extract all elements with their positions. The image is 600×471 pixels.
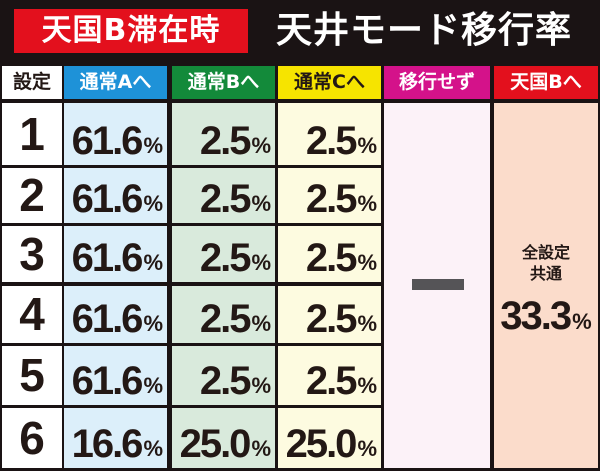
percent-sign: % bbox=[357, 373, 377, 398]
percent-sign: % bbox=[143, 373, 163, 398]
rate-cell: 61.6% bbox=[64, 346, 167, 405]
percent-sign: % bbox=[357, 191, 377, 216]
rate-cell: 2.5% bbox=[278, 226, 381, 282]
setting-number: 6 bbox=[2, 408, 62, 468]
rate-cell: 61.6% bbox=[64, 226, 167, 282]
rate-cell: 16.6% bbox=[64, 408, 167, 468]
rate-cell: 2.5% bbox=[172, 168, 275, 223]
rate-cell: 61.6% bbox=[64, 103, 167, 165]
column-header: 通常Cへ bbox=[278, 66, 381, 99]
rate-cell: 2.5% bbox=[278, 103, 381, 165]
all-settings-label: 全設定 bbox=[521, 243, 570, 262]
setting-number: 4 bbox=[2, 286, 62, 343]
column-header: 天国Bへ bbox=[494, 66, 598, 99]
dash-icon bbox=[412, 279, 464, 290]
column-header: 設定 bbox=[2, 66, 62, 99]
tengoku-b-cell bbox=[494, 103, 598, 468]
percent-sign: % bbox=[251, 191, 271, 216]
rate-value: 2.5 bbox=[305, 359, 358, 403]
column-header: 通常Bへ bbox=[172, 66, 275, 99]
setting-number: 3 bbox=[2, 226, 62, 282]
percent-sign: % bbox=[251, 373, 271, 398]
rate-cell: 61.6% bbox=[64, 286, 167, 343]
rate-cell: 61.6% bbox=[64, 168, 167, 223]
percent-sign: % bbox=[251, 436, 271, 461]
percent-sign: % bbox=[357, 436, 377, 461]
rate-value: 25.0 bbox=[179, 422, 252, 466]
rate-value: 2.5 bbox=[305, 177, 358, 221]
rate-value: 2.5 bbox=[199, 177, 252, 221]
rate-cell: 25.0% bbox=[172, 408, 275, 468]
rate-cell: 2.5% bbox=[172, 286, 275, 343]
rate-value: 61.6 bbox=[71, 359, 144, 403]
percent-sign: % bbox=[251, 133, 271, 158]
percent-sign: % bbox=[357, 250, 377, 275]
page-title: 天井モード移行率 bbox=[276, 10, 573, 51]
percent-sign: % bbox=[143, 311, 163, 336]
rate-value: 2.5 bbox=[199, 236, 252, 280]
rate-value: 61.6 bbox=[71, 177, 144, 221]
percent-sign: % bbox=[143, 436, 163, 461]
title-badge: 天国B滞在時 bbox=[14, 9, 248, 53]
column-header: 移行せず bbox=[384, 66, 490, 99]
rate-value: 61.6 bbox=[71, 236, 144, 280]
rate-value: 61.6 bbox=[71, 119, 144, 163]
percent-sign: % bbox=[143, 191, 163, 216]
rate-value: 25.0 bbox=[285, 422, 358, 466]
rate-value: 2.5 bbox=[305, 119, 358, 163]
percent-sign: % bbox=[357, 311, 377, 336]
rate-cell: 2.5% bbox=[172, 346, 275, 405]
tengoku-b-rate: 33.3% bbox=[500, 294, 592, 338]
percent-sign: % bbox=[251, 250, 271, 275]
setting-number: 5 bbox=[2, 346, 62, 405]
percent-sign: % bbox=[143, 250, 163, 275]
rate-cell: 2.5% bbox=[278, 168, 381, 223]
common-label: 共通 bbox=[529, 264, 562, 283]
rate-value: 2.5 bbox=[199, 359, 252, 403]
setting-number: 1 bbox=[2, 103, 62, 165]
rate-value: 2.5 bbox=[199, 119, 252, 163]
percent-sign: % bbox=[143, 133, 163, 158]
setting-number: 2 bbox=[2, 168, 62, 223]
rate-cell: 2.5% bbox=[172, 226, 275, 282]
column-header: 通常Aへ bbox=[64, 66, 167, 99]
rate-value: 2.5 bbox=[305, 297, 358, 341]
rate-cell: 2.5% bbox=[278, 346, 381, 405]
percent-sign: % bbox=[357, 133, 377, 158]
rate-value: 16.6 bbox=[71, 422, 144, 466]
percent-sign: % bbox=[251, 311, 271, 336]
rate-value: 2.5 bbox=[199, 297, 252, 341]
rate-cell: 2.5% bbox=[172, 103, 275, 165]
rate-value: 2.5 bbox=[305, 236, 358, 280]
rate-value: 61.6 bbox=[71, 297, 144, 341]
rate-cell: 2.5% bbox=[278, 286, 381, 343]
rate-cell: 25.0% bbox=[278, 408, 381, 468]
